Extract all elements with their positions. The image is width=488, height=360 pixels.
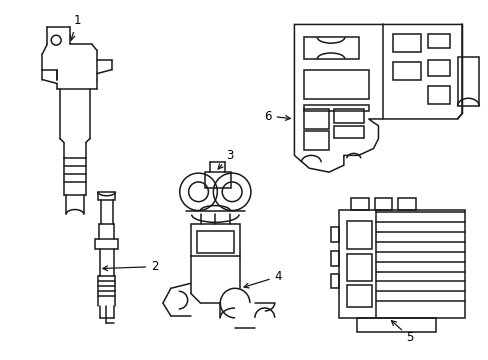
Bar bbox=[457, 57, 478, 106]
Bar bbox=[338, 210, 465, 318]
Bar bbox=[346, 221, 371, 249]
Bar bbox=[98, 192, 115, 200]
Bar bbox=[346, 285, 371, 307]
Bar bbox=[427, 34, 449, 48]
Bar bbox=[397, 198, 415, 210]
Bar bbox=[392, 34, 420, 52]
Text: 4: 4 bbox=[244, 270, 282, 288]
Text: 2: 2 bbox=[102, 260, 158, 273]
Bar bbox=[356, 318, 435, 332]
Bar bbox=[392, 62, 420, 80]
Bar bbox=[190, 224, 240, 256]
Bar bbox=[304, 105, 368, 111]
Bar bbox=[196, 231, 234, 253]
Text: 6: 6 bbox=[264, 109, 290, 122]
Bar bbox=[304, 131, 328, 150]
Bar bbox=[304, 70, 368, 99]
Text: 1: 1 bbox=[70, 14, 81, 40]
Bar bbox=[304, 37, 358, 59]
Bar bbox=[333, 109, 363, 123]
Text: 3: 3 bbox=[218, 149, 233, 169]
Bar bbox=[205, 172, 231, 188]
Bar bbox=[333, 126, 363, 138]
Bar bbox=[330, 274, 338, 288]
Bar bbox=[304, 109, 328, 129]
Text: 5: 5 bbox=[390, 321, 413, 344]
Bar bbox=[427, 60, 449, 76]
Bar bbox=[330, 251, 338, 266]
Bar bbox=[330, 227, 338, 242]
Bar bbox=[427, 86, 449, 104]
Bar bbox=[374, 198, 391, 210]
Bar bbox=[346, 254, 371, 282]
Bar bbox=[350, 198, 368, 210]
